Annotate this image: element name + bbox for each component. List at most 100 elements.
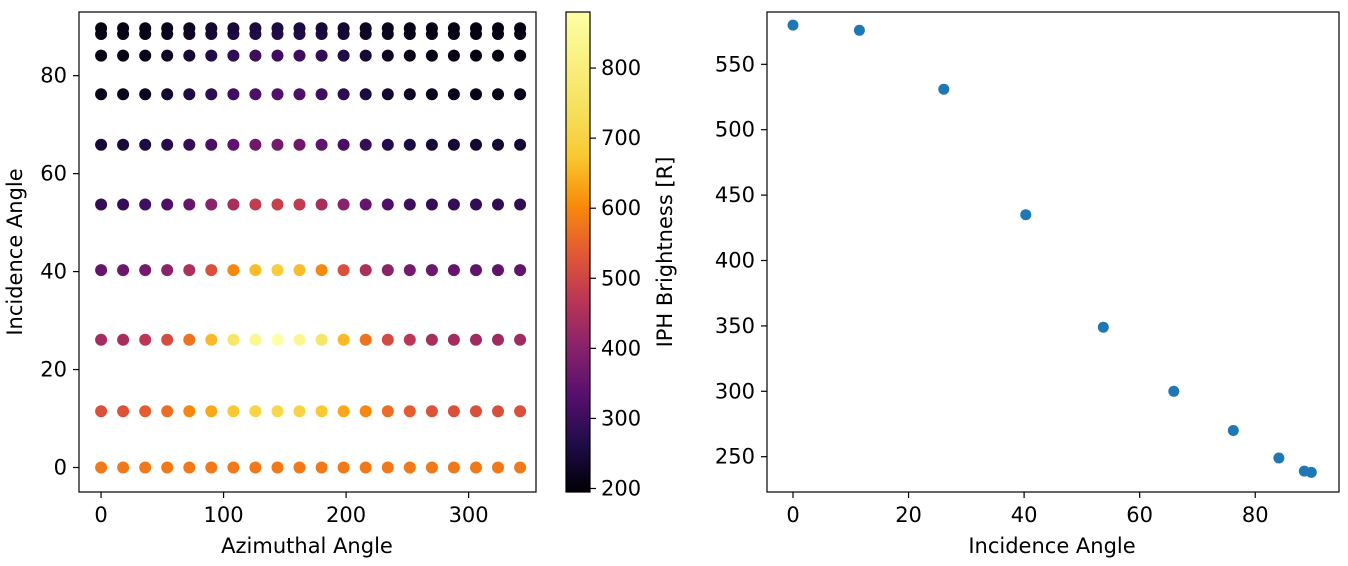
left-data-point	[183, 49, 196, 62]
left-data-point	[271, 49, 284, 62]
left-data-point	[359, 333, 372, 346]
left-data-point	[381, 405, 394, 418]
left-data-point	[514, 138, 527, 151]
left-data-point	[271, 22, 284, 35]
left-data-point	[139, 49, 152, 62]
left-data-point	[425, 333, 438, 346]
left-data-point	[293, 264, 306, 277]
left-data-point	[293, 49, 306, 62]
right-data-point	[938, 83, 950, 95]
right-y-ticks: 250 300 350 400 450 500 550	[715, 52, 767, 469]
left-data-point	[337, 461, 350, 474]
left-data-point	[381, 138, 394, 151]
right-x-ticks: 0 20 40 60 80	[786, 492, 1269, 527]
left-data-point	[359, 88, 372, 101]
left-data-point	[447, 461, 460, 474]
left-data-point	[315, 405, 328, 418]
right-data-point	[1168, 385, 1180, 397]
left-data-point	[249, 264, 262, 277]
left-data-point	[139, 264, 152, 277]
left-data-point	[95, 88, 108, 101]
left-data-point	[359, 49, 372, 62]
colorbar: 200 300 400 500 600 700 800 IPH Brightness [R]	[565, 11, 677, 500]
left-data-point	[161, 22, 174, 35]
left-data-point	[227, 49, 240, 62]
left-data-point	[249, 138, 262, 151]
left-data-point	[425, 49, 438, 62]
left-data-point	[470, 49, 482, 62]
left-data-point	[492, 461, 504, 474]
left-data-point	[514, 461, 527, 474]
colorbar-tick-label: 400	[601, 336, 641, 360]
left-data-point	[95, 198, 108, 211]
left-data-point	[337, 49, 350, 62]
colorbar-label: IPH Brightness [R]	[653, 157, 677, 348]
left-x-tick-label: 300	[449, 503, 489, 527]
right-y-tick-label: 400	[715, 249, 755, 273]
left-data-point	[381, 22, 394, 35]
left-data-point	[470, 138, 482, 151]
left-data-point	[315, 22, 328, 35]
left-data-point	[425, 88, 438, 101]
left-data-point	[381, 461, 394, 474]
left-data-point	[514, 405, 527, 418]
right-data-point	[1273, 452, 1285, 464]
colorbar-gradient	[566, 12, 590, 492]
left-data-point	[249, 198, 262, 211]
left-data-point	[293, 405, 306, 418]
left-data-point	[271, 264, 284, 277]
right-y-tick-label: 350	[715, 314, 755, 338]
left-data-point	[492, 88, 504, 101]
left-data-point	[139, 198, 152, 211]
left-data-point	[447, 333, 460, 346]
left-data-point	[205, 461, 218, 474]
left-data-point	[95, 264, 108, 277]
right-x-tick-label: 0	[786, 503, 799, 527]
left-data-point	[95, 461, 108, 474]
left-data-point	[117, 405, 130, 418]
left-data-point	[183, 405, 196, 418]
left-data-point	[492, 333, 504, 346]
colorbar-tick-label: 600	[601, 196, 641, 220]
left-data-point	[139, 88, 152, 101]
left-data-point	[183, 138, 196, 151]
left-data-point	[447, 138, 460, 151]
left-data-point	[205, 22, 218, 35]
left-data-point	[381, 198, 394, 211]
left-data-point	[315, 264, 328, 277]
left-data-point	[95, 49, 108, 62]
left-data-point	[139, 405, 152, 418]
left-data-point	[271, 333, 284, 346]
right-x-tick-label: 60	[1126, 503, 1153, 527]
left-data-point	[492, 198, 504, 211]
left-data-point	[359, 138, 372, 151]
left-data-point	[117, 22, 130, 35]
left-data-point	[183, 461, 196, 474]
left-data-point	[447, 88, 460, 101]
left-data-point	[470, 22, 482, 35]
left-data-point	[117, 264, 130, 277]
left-y-axis-label: Incidence Angle	[3, 168, 27, 335]
left-data-point	[139, 333, 152, 346]
left-data-point	[227, 405, 240, 418]
left-x-ticks: 0 100 200 300	[94, 492, 489, 527]
left-data-point	[381, 264, 394, 277]
left-plot-frame	[78, 11, 537, 493]
colorbar-tick-label: 700	[601, 126, 641, 150]
left-data-point	[492, 405, 504, 418]
left-data-point	[227, 22, 240, 35]
left-data-point	[117, 49, 130, 62]
left-data-point	[403, 461, 416, 474]
right-points-layer	[787, 19, 1317, 478]
left-data-point	[315, 461, 328, 474]
left-data-point	[271, 88, 284, 101]
left-x-tick-label: 200	[326, 503, 366, 527]
left-data-point	[139, 138, 152, 151]
right-data-point	[1020, 209, 1032, 221]
left-data-point	[447, 49, 460, 62]
left-data-point	[161, 264, 174, 277]
left-data-point	[425, 22, 438, 35]
right-data-point	[1305, 466, 1317, 478]
left-data-point	[403, 49, 416, 62]
